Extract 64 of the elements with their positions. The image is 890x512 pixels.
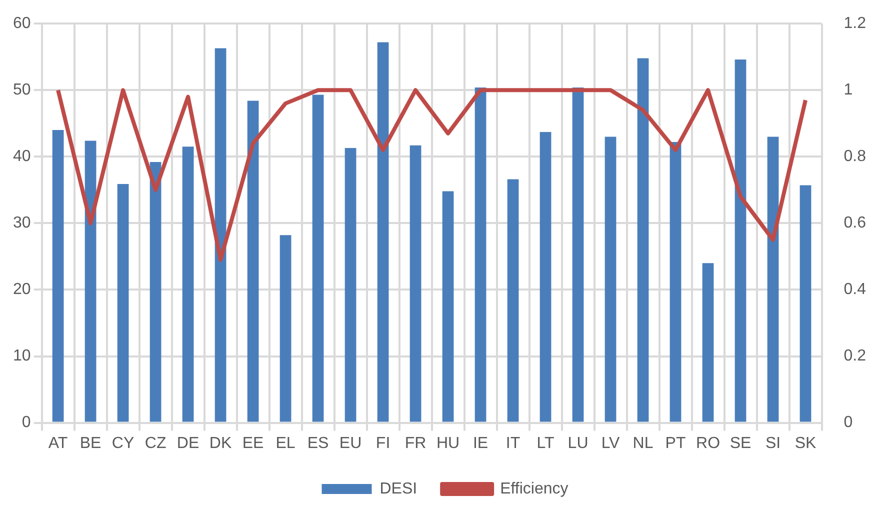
- x-tick-label: CY: [112, 434, 134, 452]
- bar: [84, 140, 96, 422]
- bar: [117, 184, 129, 422]
- x-tick-label: FR: [404, 434, 426, 452]
- x-tick-label: CZ: [144, 434, 166, 452]
- y2-tick-label: 0.2: [844, 348, 866, 365]
- x-tick-label: AT: [48, 434, 68, 452]
- y2-tick-label: 1: [844, 82, 853, 99]
- y-tick-label: 40: [13, 148, 31, 166]
- legend-label: DESI: [380, 480, 418, 498]
- bar: [670, 142, 682, 422]
- bar: [410, 145, 422, 422]
- y2-tick-label: 0.8: [844, 148, 866, 166]
- bar: [734, 60, 746, 422]
- bar: [442, 191, 454, 422]
- bar: [474, 87, 486, 422]
- bar: [702, 263, 714, 422]
- x-tick-label: DK: [209, 434, 232, 452]
- y2-tick-label: 0.4: [844, 281, 866, 298]
- x-tick-label: SK: [794, 434, 817, 452]
- x-tick-label: NL: [632, 434, 654, 452]
- bar: [507, 179, 519, 422]
- y2-tick-label: 1.2: [844, 15, 866, 32]
- bar: [800, 185, 812, 422]
- x-tick-label: DE: [176, 434, 200, 452]
- x-tick-label: LV: [601, 434, 620, 452]
- bar: [540, 132, 552, 422]
- x-tick-label: LU: [568, 434, 588, 452]
- bar: [182, 146, 194, 422]
- y2-tick-label: 0: [844, 414, 853, 432]
- y-tick-label: 30: [13, 214, 31, 232]
- legend-label: Efficiency: [500, 480, 568, 498]
- bar: [52, 130, 64, 422]
- x-tick-label: RO: [696, 434, 720, 452]
- y-tick-label: 0: [22, 414, 31, 432]
- x-tick-label: PT: [665, 434, 686, 452]
- bar: [280, 235, 292, 422]
- bar: [637, 58, 649, 422]
- bar: [377, 42, 389, 422]
- x-tick-label: LT: [536, 434, 554, 452]
- bar: [247, 100, 259, 422]
- bar: [150, 162, 162, 422]
- y-tick-label: 60: [13, 15, 31, 32]
- x-tick-label: FI: [376, 434, 390, 452]
- x-tick-label: ES: [307, 434, 329, 452]
- y2-tick-label: 0.6: [844, 214, 866, 232]
- x-tick-label: EU: [339, 434, 362, 452]
- y-tick-label: 20: [13, 281, 31, 298]
- x-tick-label: IE: [472, 434, 488, 452]
- x-tick-label: BE: [80, 434, 102, 452]
- bar: [344, 148, 356, 422]
- x-tick-label: IT: [506, 434, 520, 452]
- bar: [767, 136, 779, 422]
- y-tick-label: 10: [13, 348, 31, 365]
- bar: [572, 87, 584, 422]
- x-tick-label: SE: [730, 434, 752, 452]
- bar: [604, 136, 616, 422]
- x-tick-label: HU: [436, 434, 460, 452]
- x-tick-label: EE: [242, 434, 264, 452]
- bar: [214, 48, 226, 422]
- bar: [312, 94, 324, 422]
- x-tick-label: EL: [276, 434, 296, 452]
- x-tick-label: SI: [765, 434, 781, 452]
- y-tick-label: 50: [13, 82, 31, 99]
